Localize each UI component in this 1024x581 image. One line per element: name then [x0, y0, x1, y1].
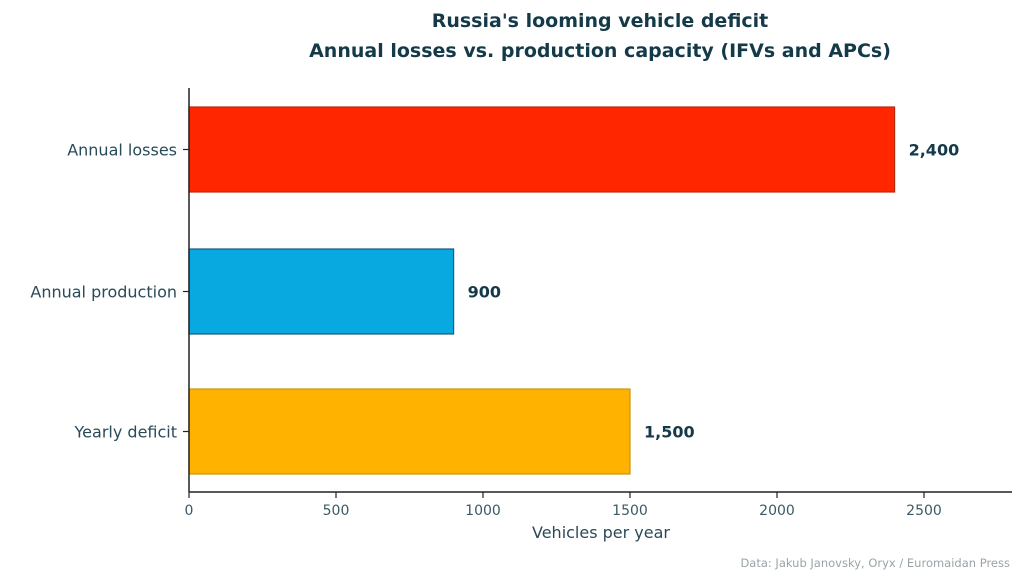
x-tick-label: 2000	[759, 503, 795, 519]
x-tick-label: 500	[323, 503, 350, 519]
x-tick-label: 2500	[906, 503, 942, 519]
data-label: 2,400	[909, 141, 960, 160]
x-tick-label: 1500	[612, 503, 648, 519]
category-label: Annual losses	[67, 141, 177, 160]
data-label: 900	[468, 283, 501, 302]
bar-yearly-deficit	[188, 388, 631, 475]
source-note: Data: Jakub Janovsky, Oryx / Euromaidan …	[740, 556, 1010, 570]
category-label: Annual production	[30, 283, 177, 302]
x-axis-label: Vehicles per year	[532, 523, 670, 542]
bar-annual-production	[188, 248, 455, 335]
data-label: 1,500	[644, 423, 695, 442]
bar-annual-losses	[188, 106, 896, 193]
category-label: Yearly deficit	[74, 423, 177, 442]
chart-title: Russia's looming vehicle deficit	[432, 10, 769, 32]
chart-subtitle: Annual losses vs. production capacity (I…	[309, 40, 891, 62]
x-tick-label: 1000	[465, 503, 501, 519]
x-tick-label: 0	[185, 503, 194, 519]
